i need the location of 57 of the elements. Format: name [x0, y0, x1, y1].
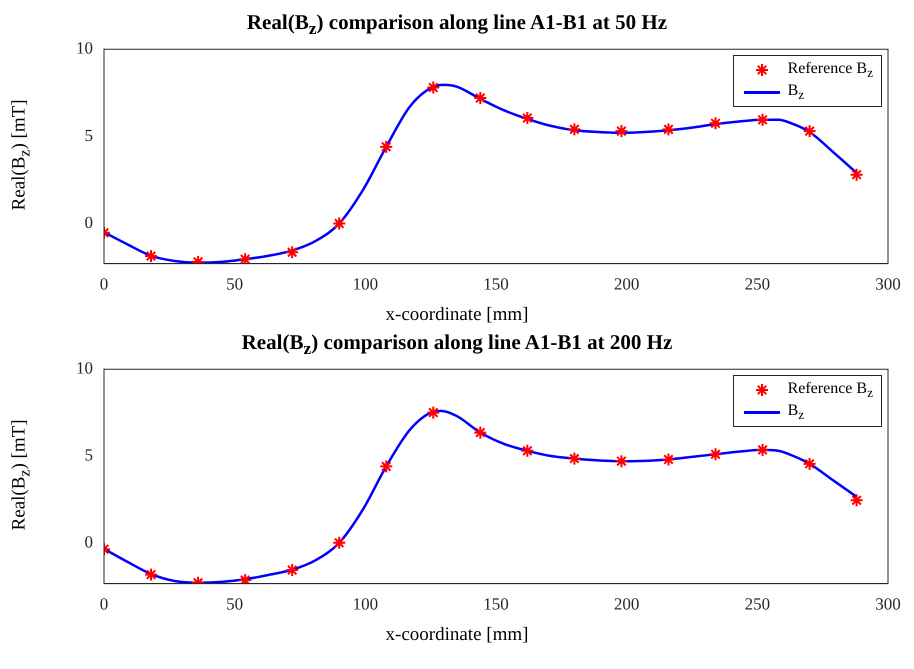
x-tick-label: 150: [483, 594, 509, 614]
y-tick-label: 10: [76, 358, 93, 378]
x-tick-label: 50: [226, 274, 244, 294]
point: [379, 140, 394, 154]
point: [426, 80, 440, 95]
x-tick-label: 100: [352, 274, 378, 294]
point: [238, 252, 252, 264]
point: [520, 444, 534, 458]
point: [473, 426, 488, 440]
legend-label: B$_{z}$: [788, 82, 804, 103]
x-tick-label: 50: [226, 594, 244, 614]
x-tick-label: 0: [100, 274, 108, 294]
point: [756, 442, 770, 457]
point: [708, 116, 723, 130]
legend-label: Reference B$_{z}$: [788, 380, 873, 401]
point: [802, 124, 817, 138]
y-tick-label: 0: [84, 212, 93, 232]
x-tick-label: 100: [352, 594, 378, 614]
point: [520, 111, 534, 126]
point: [802, 456, 817, 471]
point: [614, 454, 628, 468]
x-tick-label: 250: [744, 274, 770, 294]
y-tick-label: 5: [84, 445, 93, 464]
point: [567, 122, 582, 136]
y-tick-label: 0: [84, 532, 93, 552]
legend-label: B$_{z}$: [788, 402, 804, 423]
x-tick-label: 300: [875, 274, 901, 294]
x-tick-label: 150: [483, 274, 509, 294]
point: [850, 168, 864, 182]
point: [426, 406, 440, 420]
point: [379, 459, 394, 474]
x-tick-label: 300: [875, 594, 901, 614]
point: [708, 447, 723, 462]
point: [332, 216, 346, 231]
point: [285, 245, 300, 260]
x-axis-title: x-coordinate [mm]: [384, 304, 530, 327]
y-tick-label: 5: [84, 126, 93, 145]
point: [144, 568, 158, 582]
point: [661, 452, 676, 466]
y-tick-label: 10: [76, 38, 93, 58]
chart-title: Real(B$_{z}$) comparison along line A1-B1 at 50 Hz: [246, 9, 668, 38]
point: [614, 124, 628, 138]
point: [332, 536, 346, 550]
point: [144, 249, 158, 264]
point: [850, 493, 864, 508]
chart-title: Real(B$_{z}$) comparison along line A1-B1 at 200 Hz: [240, 329, 674, 358]
x-tick-label: 0: [100, 594, 108, 614]
legend-label: Reference B$_{z}$: [788, 60, 873, 81]
x-tick-label: 200: [614, 594, 640, 614]
point: [567, 452, 582, 466]
x-axis-title: x-coordinate [mm]: [384, 624, 530, 647]
point: [661, 122, 676, 136]
point: [756, 112, 770, 127]
x-tick-label: 250: [744, 594, 770, 614]
point: [285, 563, 300, 578]
point: [473, 91, 488, 106]
x-tick-label: 200: [614, 274, 640, 294]
